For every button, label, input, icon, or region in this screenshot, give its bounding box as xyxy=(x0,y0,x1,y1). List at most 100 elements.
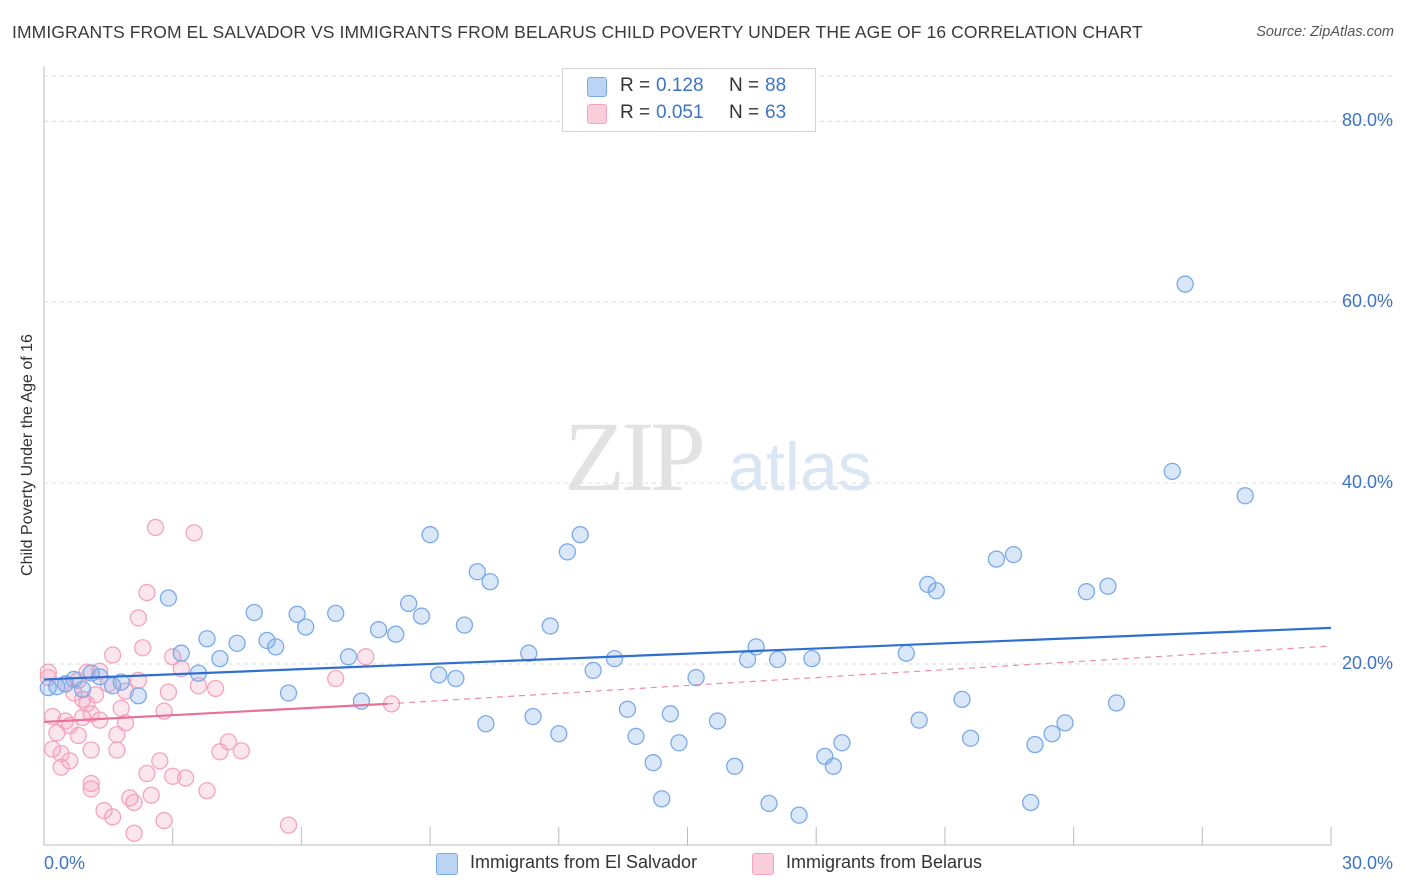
chart-title: IMMIGRANTS FROM EL SALVADOR VS IMMIGRANT… xyxy=(12,22,1143,42)
belarus-point xyxy=(138,583,156,602)
y-tick-label: 40.0% xyxy=(1342,472,1393,492)
legend-n-value: 63 xyxy=(765,102,787,123)
el-salvador-point xyxy=(481,573,499,591)
el-salvador-point xyxy=(412,607,431,625)
el-salvador-point xyxy=(421,526,439,544)
el-salvador-point xyxy=(524,707,542,726)
el-salvador-point xyxy=(605,649,624,668)
legend-n-label: N = xyxy=(729,75,760,96)
el-salvador-point xyxy=(468,563,486,581)
el-salvador-point xyxy=(670,734,688,752)
legend-swatch-belarus xyxy=(587,104,607,124)
belarus-point xyxy=(129,609,148,627)
belarus-point xyxy=(279,816,298,834)
el-salvador-point xyxy=(172,644,190,662)
el-salvador-point xyxy=(455,616,474,634)
el-salvador-point xyxy=(399,594,418,613)
legend-r-label: R = xyxy=(620,102,651,123)
bottom-legend-swatch-belarus xyxy=(752,853,774,875)
belarus-point xyxy=(82,705,100,723)
el-salvador-point xyxy=(112,673,130,691)
belarus-point xyxy=(189,677,208,695)
correlation-legend: R = 0.128 N = 88 R = 0.051 N = 63 xyxy=(562,68,816,132)
el-salvador-point xyxy=(245,603,263,622)
y-tick-label: 80.0% xyxy=(1342,110,1393,130)
el-salvador-point xyxy=(661,705,679,723)
belarus-point xyxy=(86,686,105,704)
belarus-point xyxy=(69,726,87,745)
belarus-point xyxy=(112,699,130,718)
el-salvador-point xyxy=(129,687,148,705)
belarus-point xyxy=(232,742,250,760)
el-salvador-point xyxy=(897,644,915,662)
watermark-zip: ZIP xyxy=(564,401,702,512)
legend-n-value: 88 xyxy=(765,75,787,96)
belarus-point xyxy=(82,780,100,798)
el-salvador-point xyxy=(1056,714,1074,732)
el-salvador-point xyxy=(1004,545,1023,564)
y-tick-label: 20.0% xyxy=(1342,653,1393,673)
belarus-point xyxy=(185,524,203,542)
belarus-point xyxy=(82,741,100,759)
el-salvador-point xyxy=(387,625,405,643)
belarus-point xyxy=(95,801,113,820)
belarus-point xyxy=(73,708,92,727)
el-salvador-point xyxy=(927,582,945,600)
el-salvador-point xyxy=(339,648,358,666)
el-salvador-point xyxy=(550,725,568,743)
el-salvador-point xyxy=(1107,694,1126,712)
belarus-point xyxy=(164,767,182,785)
legend-n-label: N = xyxy=(729,102,760,123)
belarus-point xyxy=(103,808,122,826)
el-salvador-point xyxy=(1099,577,1117,595)
y-tick-label: 60.0% xyxy=(1342,291,1393,311)
belarus-point xyxy=(48,724,66,742)
bottom-legend-label: Immigrants from El Salvador xyxy=(470,852,698,872)
el-salvador-point xyxy=(644,754,662,772)
el-salvador-point xyxy=(618,700,637,718)
el-salvador-point xyxy=(279,684,298,702)
el-salvador-point xyxy=(159,589,178,607)
belarus-point xyxy=(142,786,160,804)
el-salvador-point xyxy=(653,790,671,808)
el-salvador-point xyxy=(708,712,727,730)
belarus-point xyxy=(219,733,238,751)
legend-swatch-el-salvador xyxy=(587,77,607,97)
el-salvador-point xyxy=(1043,725,1061,743)
belarus-point xyxy=(206,679,225,698)
el-salvador-point xyxy=(584,661,602,680)
belarus-point xyxy=(151,752,169,770)
el-salvador-point xyxy=(1022,793,1040,812)
belarus-point xyxy=(327,669,345,688)
belarus-point xyxy=(116,682,135,700)
el-salvador-point xyxy=(768,650,787,669)
legend-r-value: 0.128 xyxy=(656,75,704,96)
chart-source: Source: ZipAtlas.com xyxy=(1256,24,1394,40)
el-salvador-point xyxy=(56,675,75,693)
belarus-point xyxy=(138,764,156,783)
axes xyxy=(43,66,1332,846)
el-salvador-point xyxy=(288,605,306,623)
belarus-point xyxy=(43,740,62,758)
el-salvador-points xyxy=(39,275,1254,824)
belarus-trend-dashed xyxy=(387,645,1332,705)
belarus-point xyxy=(155,811,173,830)
belarus-point xyxy=(134,639,152,657)
el-salvador-point xyxy=(297,618,315,636)
bottom-legend-label: Immigrants from Belarus xyxy=(786,852,983,872)
el-salvador-point xyxy=(477,715,495,733)
gridlines xyxy=(44,75,1392,665)
el-salvador-point xyxy=(961,729,980,747)
el-salvador-point xyxy=(833,734,851,752)
el-salvador-point xyxy=(987,550,1006,568)
belarus-point xyxy=(164,648,182,666)
el-salvador-point xyxy=(1236,487,1254,505)
el-salvador-point xyxy=(760,794,778,813)
el-salvador-point xyxy=(327,604,345,623)
legend-r-label: R = xyxy=(620,75,651,96)
belarus-point xyxy=(176,769,195,787)
el-salvador-trend-line xyxy=(43,626,1332,681)
el-salvador-point xyxy=(1176,275,1194,293)
belarus-point xyxy=(146,518,165,537)
watermark-atlas: atlas xyxy=(728,429,872,505)
